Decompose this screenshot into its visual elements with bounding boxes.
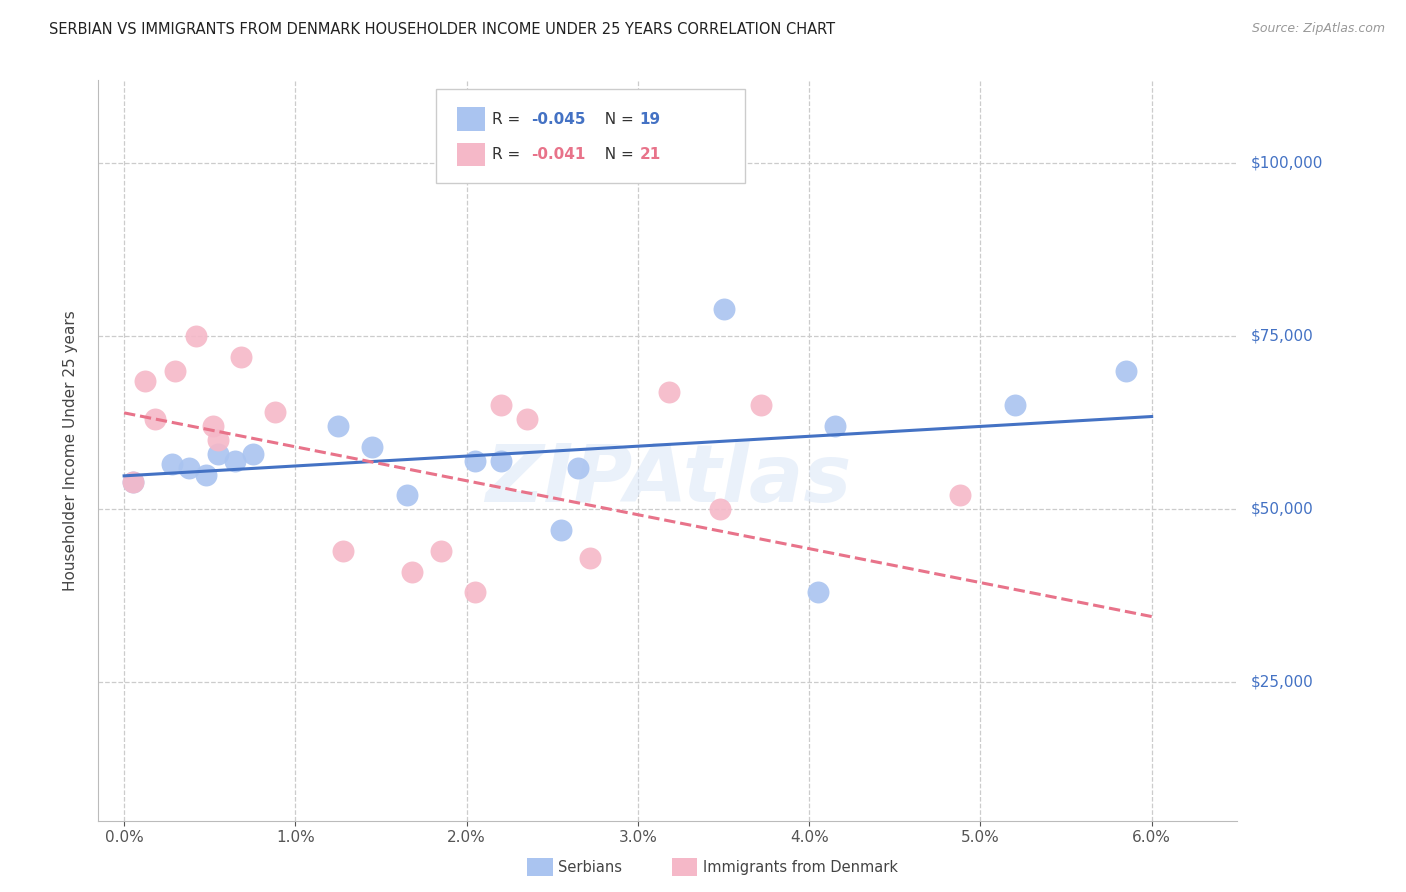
Point bbox=[579, 550, 602, 565]
Point bbox=[807, 585, 830, 599]
Point bbox=[489, 399, 512, 413]
Point bbox=[328, 419, 350, 434]
Point bbox=[184, 329, 207, 343]
Point bbox=[749, 399, 772, 413]
Text: 21: 21 bbox=[640, 147, 661, 162]
Text: N =: N = bbox=[595, 112, 638, 127]
Text: $75,000: $75,000 bbox=[1251, 329, 1315, 343]
Point bbox=[464, 454, 486, 468]
Point bbox=[516, 412, 538, 426]
Point bbox=[165, 364, 187, 378]
Text: ZIPAtlas: ZIPAtlas bbox=[485, 441, 851, 519]
Point bbox=[395, 488, 418, 502]
Point bbox=[229, 350, 252, 364]
Text: Serbians: Serbians bbox=[558, 860, 623, 874]
Point bbox=[195, 467, 218, 482]
Text: N =: N = bbox=[595, 147, 638, 162]
Point bbox=[1004, 399, 1026, 413]
Point bbox=[1115, 364, 1137, 378]
Point bbox=[709, 502, 731, 516]
Point bbox=[824, 419, 846, 434]
Point bbox=[160, 458, 183, 472]
Point bbox=[134, 374, 156, 388]
Point bbox=[464, 585, 486, 599]
Point bbox=[332, 543, 354, 558]
Point bbox=[716, 830, 738, 845]
Text: SERBIAN VS IMMIGRANTS FROM DENMARK HOUSEHOLDER INCOME UNDER 25 YEARS CORRELATION: SERBIAN VS IMMIGRANTS FROM DENMARK HOUSE… bbox=[49, 22, 835, 37]
Text: $50,000: $50,000 bbox=[1251, 502, 1315, 516]
Point bbox=[949, 488, 972, 502]
Point bbox=[121, 475, 143, 489]
Point bbox=[143, 412, 166, 426]
Point bbox=[489, 454, 512, 468]
Text: $100,000: $100,000 bbox=[1251, 156, 1323, 170]
Text: 19: 19 bbox=[640, 112, 661, 127]
Point bbox=[207, 447, 229, 461]
Point bbox=[242, 447, 264, 461]
Text: Source: ZipAtlas.com: Source: ZipAtlas.com bbox=[1251, 22, 1385, 36]
Point bbox=[179, 460, 201, 475]
Y-axis label: Householder Income Under 25 years: Householder Income Under 25 years bbox=[63, 310, 77, 591]
Text: R =: R = bbox=[492, 112, 526, 127]
Text: R =: R = bbox=[492, 147, 526, 162]
Text: $25,000: $25,000 bbox=[1251, 674, 1315, 690]
Point bbox=[658, 384, 681, 399]
Point bbox=[202, 419, 225, 434]
Point bbox=[567, 460, 589, 475]
Point bbox=[207, 433, 229, 447]
Point bbox=[224, 454, 246, 468]
Point bbox=[401, 565, 423, 579]
Point bbox=[121, 475, 143, 489]
Point bbox=[713, 301, 735, 316]
Text: -0.045: -0.045 bbox=[531, 112, 586, 127]
Point bbox=[361, 440, 384, 454]
Point bbox=[430, 543, 453, 558]
Text: Immigrants from Denmark: Immigrants from Denmark bbox=[703, 860, 898, 874]
Text: -0.041: -0.041 bbox=[531, 147, 586, 162]
Point bbox=[263, 405, 285, 419]
Point bbox=[550, 523, 572, 537]
